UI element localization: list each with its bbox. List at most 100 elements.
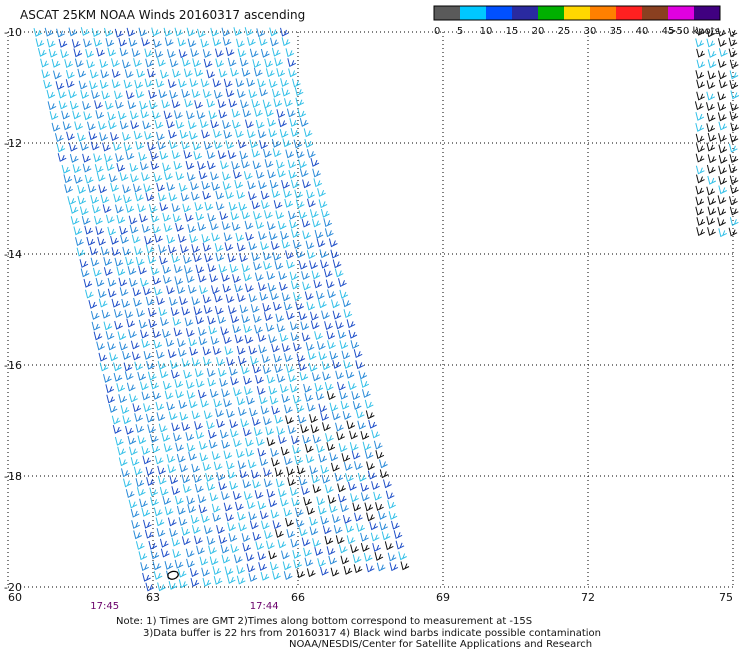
wind-barb — [210, 171, 219, 181]
wind-barb — [269, 561, 279, 571]
wind-barb — [116, 383, 126, 392]
wind-barb — [304, 443, 314, 453]
wind-barb — [349, 442, 359, 452]
wind-barb — [202, 346, 212, 356]
wind-barb — [125, 489, 135, 499]
wind-barb — [153, 173, 163, 183]
wind-barb — [107, 277, 117, 287]
wind-barb — [286, 310, 295, 320]
wind-barb — [351, 450, 361, 460]
wind-barb — [84, 225, 94, 235]
wind-barb — [143, 403, 152, 413]
wind-barb — [99, 59, 109, 69]
wind-barb — [103, 267, 113, 276]
wind-barb — [695, 206, 705, 216]
wind-barb — [324, 535, 334, 545]
wind-barb — [257, 129, 267, 139]
wind-barb — [339, 390, 348, 400]
wind-barb — [707, 154, 717, 164]
wind-barb — [233, 169, 242, 179]
wind-barb — [177, 568, 187, 578]
wind-barb — [223, 129, 233, 139]
wind-barb — [718, 48, 728, 57]
wind-barb — [706, 102, 715, 111]
wind-barb — [292, 445, 301, 455]
wind-barb — [81, 215, 91, 225]
wind-barb — [69, 204, 79, 214]
wind-barb — [255, 119, 265, 129]
wind-barb — [220, 160, 229, 170]
wind-barb — [281, 179, 290, 189]
wind-barb — [185, 380, 195, 390]
wind-barb — [178, 49, 188, 59]
wind-barb — [261, 200, 270, 210]
wind-barb — [100, 194, 110, 204]
wind-barb — [181, 474, 191, 484]
wind-barb — [145, 582, 155, 592]
wind-barb — [166, 182, 176, 192]
wind-barb — [229, 263, 239, 273]
wind-barb — [248, 573, 258, 582]
wind-barb — [215, 201, 225, 211]
wind-barb — [212, 512, 222, 522]
wind-barb — [157, 192, 167, 202]
wind-barb — [173, 327, 183, 337]
wind-barb — [224, 242, 234, 252]
wind-barb — [235, 449, 245, 459]
wind-barb — [130, 508, 140, 518]
wind-barb — [203, 525, 213, 535]
wind-barb — [729, 133, 739, 143]
wind-barb — [166, 401, 176, 411]
wind-barb — [288, 210, 297, 220]
wind-barb — [379, 459, 388, 469]
wind-barb — [695, 111, 705, 121]
wind-barb — [105, 384, 115, 394]
wind-barb — [288, 68, 297, 78]
wind-barb — [246, 395, 255, 405]
wind-barb — [142, 120, 152, 130]
wind-barb — [167, 349, 177, 359]
wind-barb — [718, 165, 727, 175]
wind-barb — [111, 298, 121, 308]
wind-barb — [329, 402, 339, 412]
wind-barb — [209, 492, 219, 502]
wind-barb — [99, 132, 108, 142]
wind-barb — [299, 168, 309, 178]
wind-barb — [706, 186, 716, 196]
wind-barb — [252, 314, 262, 323]
wind-barb — [199, 119, 209, 129]
wind-barb — [169, 475, 179, 485]
time-label: 17:44 — [250, 601, 279, 612]
wind-barb — [91, 28, 101, 38]
wind-barb — [141, 224, 151, 233]
wind-barb — [293, 559, 303, 569]
wind-barb — [225, 190, 234, 200]
wind-barb — [169, 140, 178, 150]
wind-barb — [169, 528, 178, 538]
wind-barb — [311, 270, 321, 280]
wind-barb — [255, 437, 265, 447]
wind-barb — [323, 218, 333, 228]
wind-barb — [696, 48, 705, 58]
wind-barb — [67, 196, 77, 206]
wind-barb — [158, 89, 168, 99]
wind-barb — [162, 275, 172, 284]
wind-barb — [189, 234, 198, 244]
wind-barb — [293, 342, 302, 352]
wind-barb — [291, 435, 300, 445]
wind-barb — [706, 112, 716, 122]
wind-barb — [117, 446, 126, 456]
wind-barb — [335, 535, 345, 545]
wind-barb — [718, 175, 728, 185]
wind-barb — [278, 118, 287, 128]
wind-barb — [273, 353, 283, 363]
wind-barb — [728, 227, 738, 237]
wind-barb — [157, 140, 166, 150]
wind-barb — [730, 122, 740, 132]
wind-barb — [202, 577, 212, 587]
wind-barb — [198, 441, 208, 450]
wind-barb — [338, 278, 347, 288]
wind-barb — [114, 257, 124, 267]
wind-barb — [213, 575, 223, 585]
wind-barb — [281, 550, 290, 560]
